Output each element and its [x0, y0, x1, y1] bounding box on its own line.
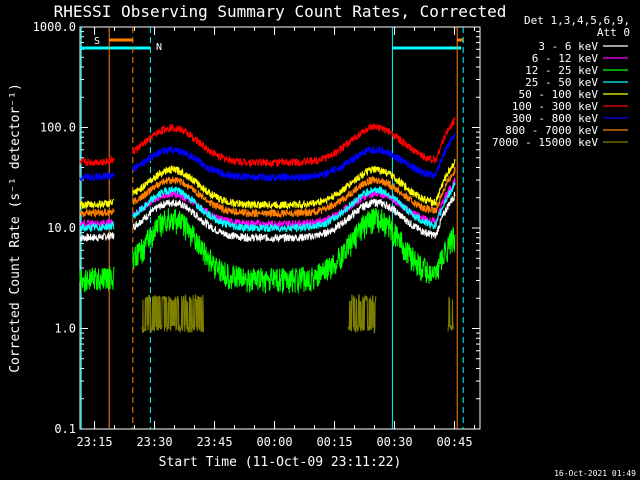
saa-label: S — [94, 36, 100, 47]
legend-item-label: 800 - 7000 keV — [505, 124, 598, 137]
y-tick-label: 10.0 — [47, 221, 76, 235]
legend-item-label: 25 - 50 keV — [525, 76, 598, 89]
legend-item-label: 6 - 12 keV — [532, 52, 599, 65]
footer-timestamp: 16-Oct-2021 01:49 — [554, 469, 636, 478]
y-tick-label: 100.0 — [40, 121, 76, 135]
series-line-0 — [79, 191, 456, 243]
y-axis-title: Corrected Count Rate (s⁻¹ detector⁻¹) — [8, 83, 23, 373]
legend-item-label: 3 - 6 keV — [538, 40, 598, 53]
x-axis-title: Start Time (11-Oct-09 23:11:22) — [159, 455, 402, 470]
y-axis: 0.1 1.0 10.0 100.0 1000.0 — [33, 20, 480, 436]
x-tick-label: 23:15 — [76, 435, 112, 449]
series-line-4 — [79, 158, 456, 211]
y-tick-label: 1000.0 — [33, 20, 76, 34]
legend-item-label: 50 - 100 keV — [519, 88, 599, 101]
series-line-5 — [79, 116, 456, 169]
x-tick-label: 00:30 — [376, 435, 412, 449]
legend-item-label: 7000 - 15000 keV — [492, 136, 598, 149]
x-tick-label: 00:15 — [316, 435, 352, 449]
legend-item-label: 300 - 800 keV — [512, 112, 598, 125]
y-tick-label: 0.1 — [54, 422, 76, 436]
legend-header: Att 0 — [597, 26, 630, 39]
chart-title: RHESSI Observing Summary Count Rates, Co… — [54, 2, 507, 21]
legend-item-label: 12 - 25 keV — [525, 64, 598, 77]
series-line-3 — [79, 182, 456, 234]
x-tick-label: 23:45 — [196, 435, 232, 449]
x-tick-label: 23:30 — [136, 435, 172, 449]
y-tick-label: 1.0 — [54, 322, 76, 336]
x-tick-label: 00:00 — [256, 435, 292, 449]
series-layer — [79, 116, 456, 335]
x-tick-label: 00:45 — [436, 435, 472, 449]
legend-item-label: 100 - 300 keV — [512, 100, 598, 113]
series-line-7 — [79, 166, 456, 218]
x-axis: 23:15 23:30 23:45 00:00 00:15 00:30 00:45 — [76, 27, 476, 449]
night-label: N — [156, 42, 162, 53]
legend-header: Det 1,3,4,5,6,9, — [524, 14, 630, 27]
series-line-6 — [79, 132, 456, 183]
series-line-2 — [79, 208, 456, 294]
series-line-8 — [141, 293, 455, 335]
